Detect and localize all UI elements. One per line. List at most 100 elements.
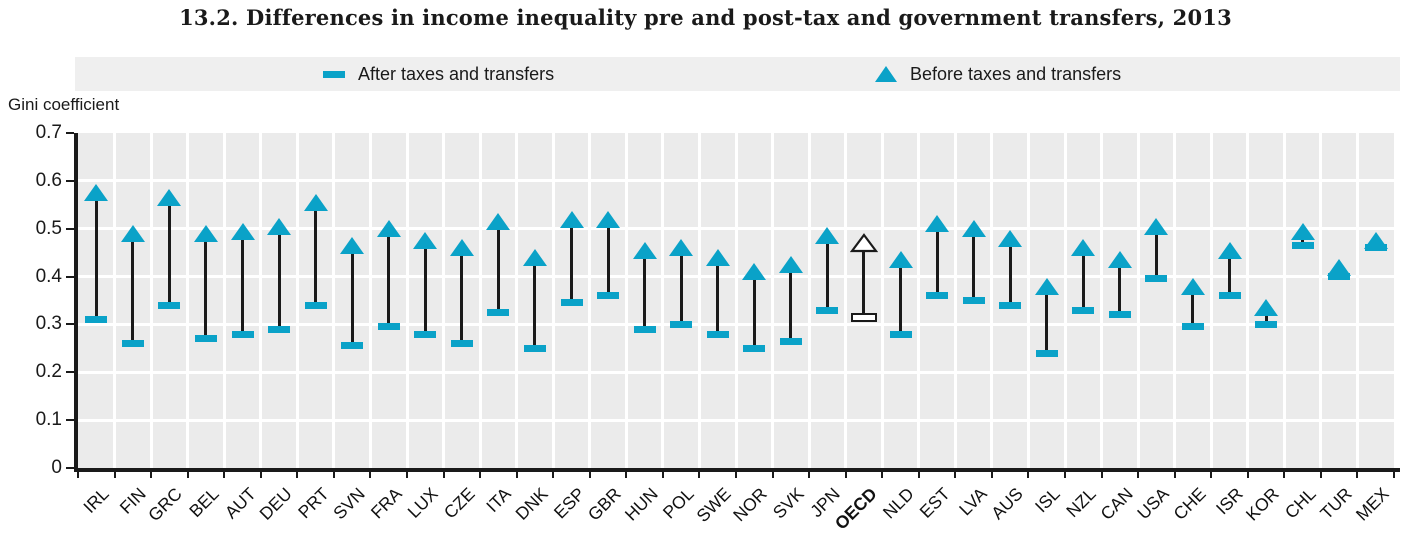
x-axis-label: NOR	[729, 483, 771, 526]
v-gridline	[1282, 133, 1286, 468]
v-gridline	[551, 133, 555, 468]
x-axis-label: GBR	[583, 483, 625, 525]
x-tick	[1064, 472, 1066, 478]
v-gridline	[295, 133, 299, 468]
after-marker	[889, 330, 912, 338]
v-gridline	[880, 133, 884, 468]
v-gridline	[1100, 133, 1104, 468]
x-tick	[77, 472, 79, 478]
v-gridline	[624, 133, 628, 468]
x-axis-label: CHE	[1169, 483, 1210, 524]
before-marker	[1107, 251, 1132, 269]
x-axis-label: EST	[915, 483, 954, 522]
y-tick	[66, 179, 74, 182]
x-axis-label: HUN	[620, 483, 662, 525]
after-marker	[85, 316, 108, 324]
legend-before-label: Before taxes and transfers	[910, 63, 1122, 84]
before-marker	[486, 213, 511, 231]
before-marker-open	[849, 233, 879, 258]
x-axis-label: MEX	[1351, 483, 1393, 525]
x-tick	[1319, 472, 1322, 478]
before-marker	[705, 248, 730, 266]
range-line	[570, 219, 573, 303]
after-marker	[523, 344, 546, 352]
range-line	[752, 271, 756, 349]
x-tick	[150, 472, 153, 478]
before-marker	[669, 239, 694, 257]
range-line	[277, 226, 281, 330]
x-tick	[771, 472, 774, 478]
range-line	[314, 202, 318, 306]
v-gridline	[149, 133, 153, 468]
x-tick	[1356, 472, 1359, 478]
before-marker	[998, 229, 1023, 247]
before-marker	[559, 210, 584, 228]
range-line	[862, 252, 866, 314]
after-marker	[414, 330, 437, 338]
range-line	[241, 231, 244, 334]
y-tick-label: 0	[51, 457, 62, 478]
y-tick-label: 0.2	[35, 361, 62, 383]
x-axis-label: NZL	[1062, 483, 1100, 522]
x-axis-label: USA	[1133, 483, 1174, 524]
v-gridline	[1355, 133, 1359, 468]
after-marker	[341, 342, 364, 350]
after-marker	[450, 340, 473, 348]
x-tick	[1393, 472, 1395, 478]
plot-area	[78, 133, 1394, 468]
after-marker	[377, 323, 400, 331]
x-tick	[442, 472, 445, 478]
x-axis-label: FIN	[115, 483, 150, 518]
x-tick	[113, 472, 116, 478]
after-marker	[670, 320, 693, 328]
after-marker	[1145, 275, 1168, 283]
after-marker	[1328, 273, 1351, 281]
x-tick	[1100, 472, 1103, 478]
before-triangle-icon	[875, 66, 897, 82]
range-line	[423, 240, 427, 334]
y-tick-label: 0.5	[35, 217, 62, 239]
after-marker	[926, 292, 949, 300]
y-tick-label: 0.4	[35, 265, 62, 287]
v-gridline	[1026, 133, 1030, 468]
before-marker	[193, 225, 218, 242]
before-marker	[1217, 241, 1242, 259]
after-marker-open	[850, 312, 877, 322]
x-tick	[990, 472, 993, 478]
y-axis-line	[74, 133, 78, 472]
x-tick	[917, 472, 920, 478]
v-gridline	[917, 133, 921, 468]
range-line	[387, 228, 391, 327]
v-gridline	[1246, 133, 1250, 468]
range-line	[1008, 238, 1012, 306]
x-axis-label: SVK	[768, 483, 808, 523]
after-marker	[999, 301, 1022, 309]
x-axis-label: ISR	[1211, 483, 1247, 519]
x-tick	[698, 472, 701, 478]
v-gridline	[1209, 133, 1213, 468]
x-axis-label: ESP	[549, 483, 589, 523]
before-marker	[230, 222, 255, 240]
x-tick	[881, 472, 884, 478]
x-axis-label: SVN	[329, 483, 369, 524]
before-marker	[449, 239, 474, 257]
range-line	[972, 228, 976, 301]
after-marker	[706, 330, 729, 338]
x-axis-label: TUR	[1316, 483, 1356, 524]
range-line	[716, 257, 720, 334]
after-marker	[121, 340, 144, 348]
x-axis-label: DNK	[511, 483, 552, 524]
x-tick	[1283, 472, 1286, 478]
range-line	[1081, 247, 1085, 311]
x-tick	[296, 472, 299, 478]
x-axis-label: NLD	[878, 483, 918, 523]
x-axis-label: CAN	[1096, 483, 1137, 524]
x-tick	[625, 472, 628, 478]
before-marker	[267, 217, 292, 235]
v-gridline	[186, 133, 190, 468]
before-marker	[925, 215, 950, 233]
before-marker	[1071, 239, 1096, 257]
x-axis-label: AUS	[987, 483, 1027, 524]
v-gridline	[1173, 133, 1177, 468]
v-gridline	[661, 133, 665, 468]
